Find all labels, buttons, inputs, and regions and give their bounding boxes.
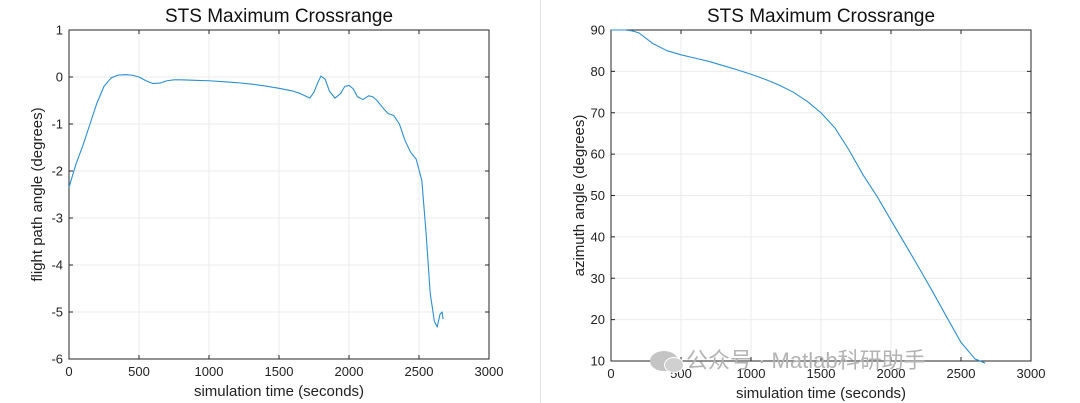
- chart-title: STS Maximum Crossrange: [165, 6, 393, 27]
- y-tick-label: 80: [591, 64, 605, 79]
- x-axis-label: simulation time (seconds): [736, 385, 906, 402]
- x-tick-label: 3000: [475, 364, 504, 379]
- x-tick-label: 1000: [195, 364, 224, 379]
- chart-panel-azimuth-angle: 0 500 1000 1500 2000 2500 3000 90 80 70 60 50 40 30 20…: [541, 0, 1080, 403]
- y-tick-label: -4: [51, 258, 63, 273]
- y-axis-label: flight path angle (degrees): [29, 107, 46, 281]
- y-tick-label: 0: [56, 70, 63, 85]
- azimuth-angle-chart: 0 500 1000 1500 2000 2500 30009080706050403020…: [571, 6, 1046, 402]
- y-tick-label: 50: [591, 188, 605, 203]
- chart-panel-flight-path-angle: 0 500 1000 1500 2000 2500 3000 1 0 -1 -2 -3 -4 -5 -6 ST…: [29, 6, 504, 400]
- y-tick-label: -2: [51, 164, 63, 179]
- x-tick-label: 0: [607, 366, 614, 381]
- x-tick-label: 2500: [947, 366, 976, 381]
- series-line: [611, 29, 986, 364]
- y-tick-label: 60: [591, 147, 605, 162]
- y-tick-label: 90: [591, 23, 605, 38]
- x-tick-label: 1500: [265, 364, 294, 379]
- watermark-text: 公众号 · Matlab科研助手: [686, 348, 926, 373]
- y-tick-label: -1: [51, 117, 63, 132]
- x-axis-label: simulation time (seconds): [194, 383, 364, 400]
- flight-path-angle-chart: 0 500 1000 1500 2000 2500 3000 1 0 -1 -2 -3 -4 -5 -6 ST…: [29, 6, 504, 400]
- y-tick-label: 30: [591, 271, 605, 286]
- series-line: [68, 74, 444, 328]
- x-tick-label: 0: [65, 364, 72, 379]
- x-tick-label: 1000: [737, 366, 766, 381]
- y-tick-label: 40: [591, 229, 605, 244]
- y-tick-label: 20: [591, 312, 605, 327]
- panel-divider: [539, 0, 541, 403]
- y-tick-label: 1: [56, 23, 63, 38]
- watermark: 公众号 · Matlab科研助手: [650, 343, 926, 375]
- y-tick-label: -5: [51, 305, 63, 320]
- x-tick-label: 500: [128, 364, 150, 379]
- x-tick-label: 2000: [877, 366, 906, 381]
- x-tick-label: 2000: [335, 364, 364, 379]
- wechat-icon: [650, 351, 684, 373]
- y-axis-label: azimuth angle (degrees): [571, 115, 588, 277]
- x-tick-label: 2500: [405, 364, 434, 379]
- y-tick-label: -3: [51, 211, 63, 226]
- y-tick-label: -6: [51, 352, 63, 367]
- x-tick-label: 3000: [1017, 366, 1046, 381]
- x-tick-label: 1500: [807, 366, 836, 381]
- y-tick-label: 10: [591, 354, 605, 369]
- y-tick-label: 70: [591, 105, 605, 120]
- chart-title: STS Maximum Crossrange: [707, 6, 935, 27]
